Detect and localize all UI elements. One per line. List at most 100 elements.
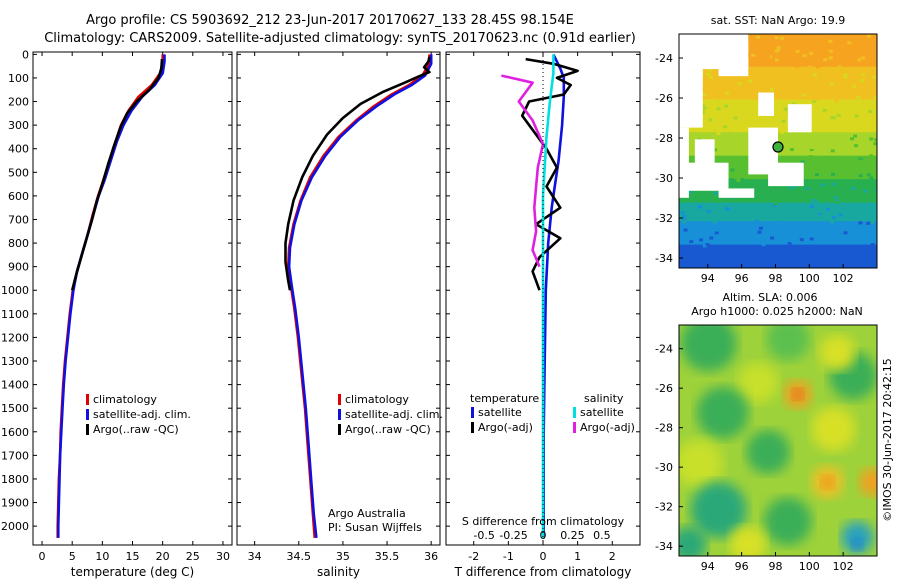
sst-cloud-mask (787, 104, 812, 133)
sst-pixel (860, 56, 865, 60)
sst-pixel (806, 253, 811, 257)
sst_map-ytick-label: -24 (655, 52, 673, 65)
temperature-xlabel: temperature (deg C) (71, 565, 194, 579)
sla-blob (696, 386, 749, 439)
temperature-xtick-label: 10 (95, 550, 109, 563)
salinity-legend-climatology-swatch (338, 394, 341, 405)
sst-pixel (694, 250, 699, 254)
sst-pixel (755, 35, 760, 39)
sst-pixel (780, 245, 785, 249)
sst-pixel (763, 256, 768, 260)
sst-pixel (828, 250, 833, 254)
sst-pixel (740, 90, 745, 94)
sst-pixel (847, 41, 852, 45)
sst-pixel (860, 61, 865, 65)
difference-xtick-label: 1 (574, 550, 581, 563)
sla_map-ytick-label: -24 (655, 343, 673, 356)
sst-pixel (779, 265, 784, 268)
sst-cloud-mask (679, 34, 703, 128)
sst-pixel (874, 138, 877, 142)
depth-tick-label: 100 (8, 72, 29, 85)
sst-pixel (787, 242, 792, 246)
sst-pixel (867, 34, 872, 38)
sst-pixel (736, 198, 741, 202)
sst-pixel (826, 74, 831, 78)
salinity-annotation: PI: Susan Wijffels (328, 521, 422, 534)
difference-top-tick-label: -0.5 (473, 529, 494, 542)
difference-legend-argo-label: Argo(-adj) (478, 421, 533, 434)
sst-pixel (709, 236, 714, 240)
sst-pixel (863, 206, 868, 210)
sst-pixel (780, 52, 785, 56)
depth-tick-label: 700 (8, 213, 29, 226)
sst-pixel (775, 99, 780, 103)
sst-pixel (725, 91, 730, 95)
sla_map-xtick-label: 100 (799, 560, 820, 573)
sst-pixel (705, 76, 710, 80)
sst-pixel (870, 70, 875, 74)
sst-pixel (683, 228, 688, 232)
sst-pixel (783, 107, 788, 111)
sst-pixel (842, 123, 847, 127)
sst-pixel (724, 104, 729, 108)
sst-pixel (791, 76, 796, 80)
sst-pixel (728, 90, 733, 94)
sst-pixel (824, 149, 829, 153)
sst-pixel (852, 84, 857, 88)
sst-pixel (843, 173, 848, 177)
difference-legend-satellite_s-swatch (573, 407, 576, 418)
sst-pixel (809, 204, 814, 208)
sst-pixel (727, 131, 732, 135)
sst-pixel (750, 52, 755, 56)
sla-blob (730, 526, 767, 556)
sst-pixel (701, 115, 706, 119)
sst-pixel (823, 58, 828, 62)
sla_map-xtick-label: 94 (701, 560, 715, 573)
sst-pixel (774, 36, 779, 40)
difference-top-label: S difference from climatology (462, 515, 625, 528)
sst-pixel (747, 88, 752, 92)
sst-pixel (710, 249, 715, 253)
sst-pixel (832, 215, 837, 219)
sst-pixel (872, 119, 877, 123)
sst-pixel (763, 240, 768, 244)
salinity-panel: 34 34.5 35 35.5 36 salinity climatology satelli… (236, 51, 443, 579)
sst-pixel (871, 75, 876, 79)
sst-pixel (734, 252, 739, 256)
difference-xtick-label: -1 (503, 550, 514, 563)
sst-pixel (758, 226, 763, 230)
sst-pixel (779, 130, 784, 134)
sst-pixel (708, 118, 713, 122)
temperature-frame (32, 51, 233, 546)
depth-tick-label: 1300 (1, 355, 29, 368)
sst-pixel (870, 250, 875, 254)
temperature-legend-climatology-label: climatology (93, 393, 157, 406)
sst-pixel (839, 165, 844, 169)
sst-pixel (708, 75, 713, 79)
sla-field (679, 325, 877, 556)
sst-pixel (866, 105, 871, 109)
difference-top-tick-label: 0.5 (593, 529, 611, 542)
sst-pixel (803, 228, 808, 232)
sst-pixel (875, 182, 877, 186)
sst_map-ytick-label: -32 (655, 212, 673, 225)
temperature-legend-argo-label: Argo(..raw -QC) (93, 423, 179, 436)
sst-pixel (680, 210, 685, 214)
sst-pixel (730, 239, 735, 243)
temperature-xtick-label: 25 (186, 550, 200, 563)
sst-pixel (688, 190, 693, 194)
salinity-xtick-label: 35.5 (375, 550, 400, 563)
temperature-xtick-label: 5 (69, 550, 76, 563)
sst-pixel (803, 89, 808, 93)
sst-pixel (728, 128, 733, 132)
sst_map-panel: sat. SST: NaN Argo: 19.9 94 96 98 100 102 -24 -… (655, 14, 878, 285)
sst-pixel (813, 199, 818, 203)
depth-tick-label: 1400 (1, 379, 29, 392)
figure-title-line1: Argo profile: CS 5903692_212 23-Jun-2017… (86, 13, 574, 28)
sst-pixel (754, 219, 759, 223)
depth-tick-label: 2000 (1, 520, 29, 533)
sst-pixel (835, 200, 840, 204)
difference-legend-header: salinity (584, 392, 624, 405)
difference-panel: -2 -1 0 1 2 T difference from climatology S di… (445, 51, 641, 579)
sst-pixel (700, 104, 705, 108)
